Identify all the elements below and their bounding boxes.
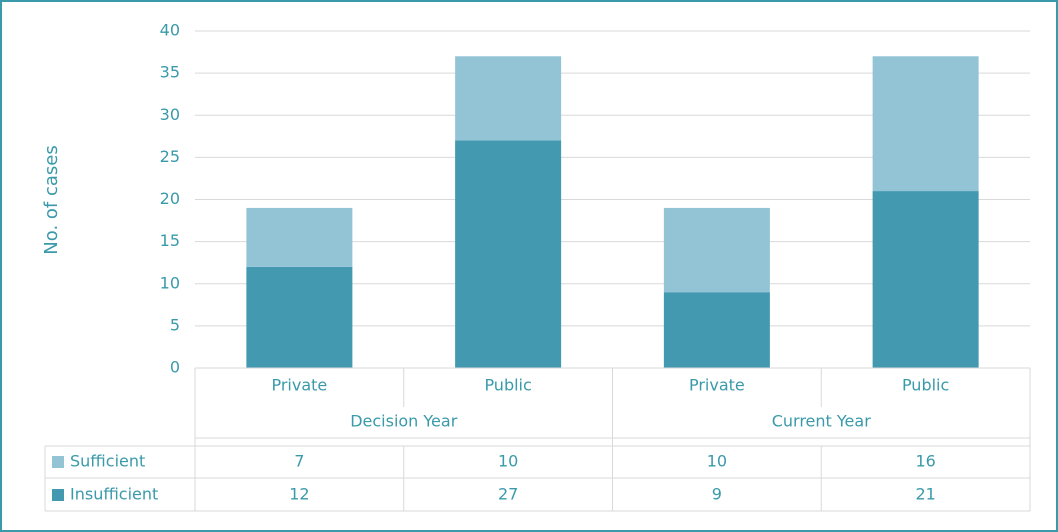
table-value: 27	[498, 485, 518, 504]
y-tick-label: 30	[160, 105, 180, 124]
y-tick-label: 40	[160, 21, 180, 40]
group-label: Current Year	[772, 412, 871, 431]
x-tick-label: Public	[902, 376, 949, 395]
table-value: 10	[498, 452, 518, 471]
y-axis-label: No. of cases	[41, 145, 62, 254]
table-value: 12	[289, 485, 309, 504]
x-tick-label: Private	[689, 376, 745, 395]
group-label: Decision Year	[350, 412, 458, 431]
bar-segment	[455, 56, 562, 141]
table-value: 10	[707, 452, 727, 471]
y-tick-label: 5	[170, 315, 180, 334]
bar-segment	[455, 140, 562, 368]
bar-segment	[246, 266, 353, 368]
y-tick-label: 15	[160, 231, 180, 250]
y-tick-label: 35	[160, 63, 180, 82]
bar-segment	[663, 207, 770, 293]
legend-swatch	[52, 456, 64, 468]
table-value: 7	[294, 452, 304, 471]
bar-segment	[663, 292, 770, 368]
y-tick-label: 0	[170, 358, 180, 377]
table-value: 16	[915, 452, 935, 471]
y-tick-label: 10	[160, 273, 180, 292]
y-tick-label: 25	[160, 147, 180, 166]
legend-label: Insufficient	[70, 485, 158, 504]
x-tick-label: Private	[271, 376, 327, 395]
table-value: 9	[712, 485, 722, 504]
y-tick-label: 20	[160, 189, 180, 208]
bar-segment	[872, 56, 979, 192]
table-value: 21	[915, 485, 935, 504]
bar-segment	[246, 207, 353, 267]
bar-segment	[872, 191, 979, 368]
x-tick-label: Public	[484, 376, 531, 395]
legend-label: Sufficient	[70, 452, 145, 471]
legend-swatch	[52, 489, 64, 501]
